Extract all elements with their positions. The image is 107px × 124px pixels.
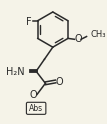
Text: H₂N: H₂N — [6, 67, 25, 77]
Text: O: O — [55, 77, 63, 87]
Text: CH₃: CH₃ — [90, 30, 106, 39]
Text: F: F — [26, 17, 32, 27]
FancyBboxPatch shape — [26, 102, 46, 114]
Text: O: O — [30, 90, 37, 100]
Text: Abs: Abs — [29, 104, 43, 113]
Text: O: O — [74, 34, 82, 44]
